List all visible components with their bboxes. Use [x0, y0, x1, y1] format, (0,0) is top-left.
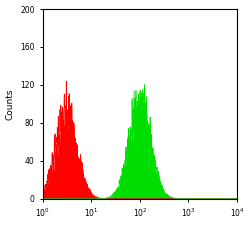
Y-axis label: Counts: Counts	[6, 88, 15, 120]
